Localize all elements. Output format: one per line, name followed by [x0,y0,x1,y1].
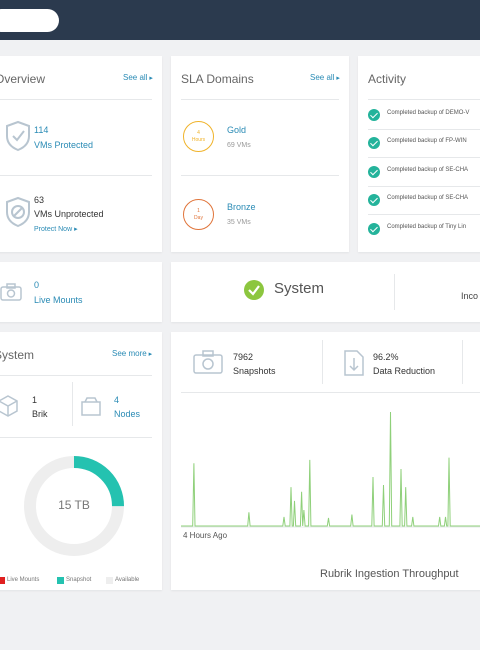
legend-live-mounts-label: Live Mounts [7,577,40,583]
sla-domains-title: SLA Domains [181,72,254,86]
throughput-stat-divider [322,340,323,384]
system-brik-nodes-divider [72,382,73,426]
system-status-divider [394,274,395,310]
snapshots-count: 7962 [233,352,254,362]
chart-series-line [181,411,480,527]
camera-icon [193,350,223,379]
bronze-sla-name[interactable]: Bronze [227,202,256,212]
live-mounts-count[interactable]: 0 [34,280,40,290]
capacity-donut-chart: 15 TB [23,455,125,557]
activity-item-text: Completed backup of SE-CHA [387,167,469,173]
data-reduction-label: Data Reduction [373,366,436,376]
system-title: System [0,348,35,362]
activity-item[interactable]: Completed backup of DEMO-V [368,106,480,126]
overview-header-divider [0,99,152,100]
brik-cube-icon [0,394,18,423]
legend-snapshot-label: Snapshot [66,577,92,583]
data-reduction-icon [343,350,365,381]
throughput-header-divider [181,392,480,393]
overview-title: Overview [0,72,46,86]
sla-see-all-link[interactable]: See all [310,73,340,82]
overview-see-all-link[interactable]: See all [123,73,153,82]
overview-mid-divider [0,175,152,176]
nodes-count[interactable]: 4 [114,395,120,405]
activity-card: Activity Completed backup of DEMO-V Comp… [358,56,480,252]
activity-item[interactable]: Completed backup of Tiny Lin [368,220,480,240]
activity-divider [368,129,480,130]
system-header-divider [0,375,152,376]
legend-snapshot-swatch [57,577,64,584]
sla-domains-card: SLA Domains See all 4 Hours Gold 69 VMs … [171,56,349,252]
sla-header-divider [181,99,339,100]
vms-protected-label[interactable]: VMs Protected [34,140,94,150]
throughput-stat-divider-2 [462,340,463,384]
gold-sla-ring: 4 Hours [183,121,214,152]
bronze-ring-value: 1 [197,207,200,214]
vms-unprotected-label: VMs Unprotected [34,209,104,219]
activity-divider [368,214,480,215]
activity-item[interactable]: Completed backup of FP-WIN [368,134,480,154]
vms-protected-count[interactable]: 114 [34,125,49,135]
check-circle-icon [368,109,380,121]
system-status-label: System [274,280,325,297]
snapshots-label: Snapshots [233,366,276,376]
top-navigation-bar [0,0,480,40]
check-circle-icon [368,137,380,149]
activity-item-text: Completed backup of Tiny Lin [387,224,467,230]
camera-icon [0,283,22,306]
vms-unprotected-count: 63 [34,195,45,205]
activity-divider [368,186,480,187]
activity-header-divider [368,99,480,100]
activity-title: Activity [368,72,407,86]
donut-snapshot-arc [24,456,124,556]
check-circle-icon [368,166,380,178]
nodes-label[interactable]: Nodes [114,409,141,419]
activity-divider [368,157,480,158]
activity-item[interactable]: Completed backup of SE-CHA [368,163,480,183]
overview-card: Overview See all 114 VMs Protected 63 VM… [0,56,162,252]
activity-item-text: Completed backup of DEMO-V [387,110,470,116]
brik-count: 1 [32,395,38,405]
ingestion-throughput-chart [181,411,480,528]
gold-sla-vm-count: 69 VMs [227,142,251,149]
system-status-right-text: Inco [461,291,479,301]
sla-mid-divider [181,175,339,176]
legend-available-swatch [106,577,113,584]
capacity-donut-svg [24,456,124,556]
chart-x-axis-label: 4 Hours Ago [183,531,228,540]
system-see-more-link[interactable]: See more [112,349,152,358]
check-circle-icon [368,194,380,206]
bronze-ring-unit: Day [194,214,203,221]
activity-item-text: Completed backup of SE-CHA [387,195,469,201]
data-reduction-value: 96.2% [373,352,399,362]
protect-now-link[interactable]: Protect Now [34,225,78,233]
nodes-icon [81,396,101,421]
capacity-total: 15 TB [58,498,90,512]
throughput-card: 7962 Snapshots 96.2% Data Reduction 4 Ho… [171,332,480,590]
system-card: System See more 1 Brik 4 Nodes 15 TB Liv… [0,332,162,590]
activity-item[interactable]: Completed backup of SE-CHA [368,191,480,211]
shield-slash-icon [5,196,31,233]
brik-label: Brik [32,409,48,419]
bronze-sla-ring: 1 Day [183,199,214,230]
system-status-card: System Inco [171,262,480,322]
system-mid-divider [0,437,152,438]
legend-available-label: Available [115,577,140,583]
bronze-sla-vm-count: 35 VMs [227,219,251,226]
search-input[interactable] [0,9,59,32]
check-circle-icon [368,223,380,235]
shield-check-icon [5,120,31,157]
check-circle-icon [244,280,264,305]
live-mounts-label[interactable]: Live Mounts [34,295,83,305]
chart-title: Rubrik Ingestion Throughput [320,568,459,580]
gold-ring-unit: Hours [191,136,206,143]
legend-live-mounts-swatch [0,577,5,584]
gold-sla-name[interactable]: Gold [227,125,247,135]
gold-ring-value: 4 [197,129,200,136]
activity-item-text: Completed backup of FP-WIN [387,138,467,144]
live-mounts-card: 0 Live Mounts [0,262,162,322]
